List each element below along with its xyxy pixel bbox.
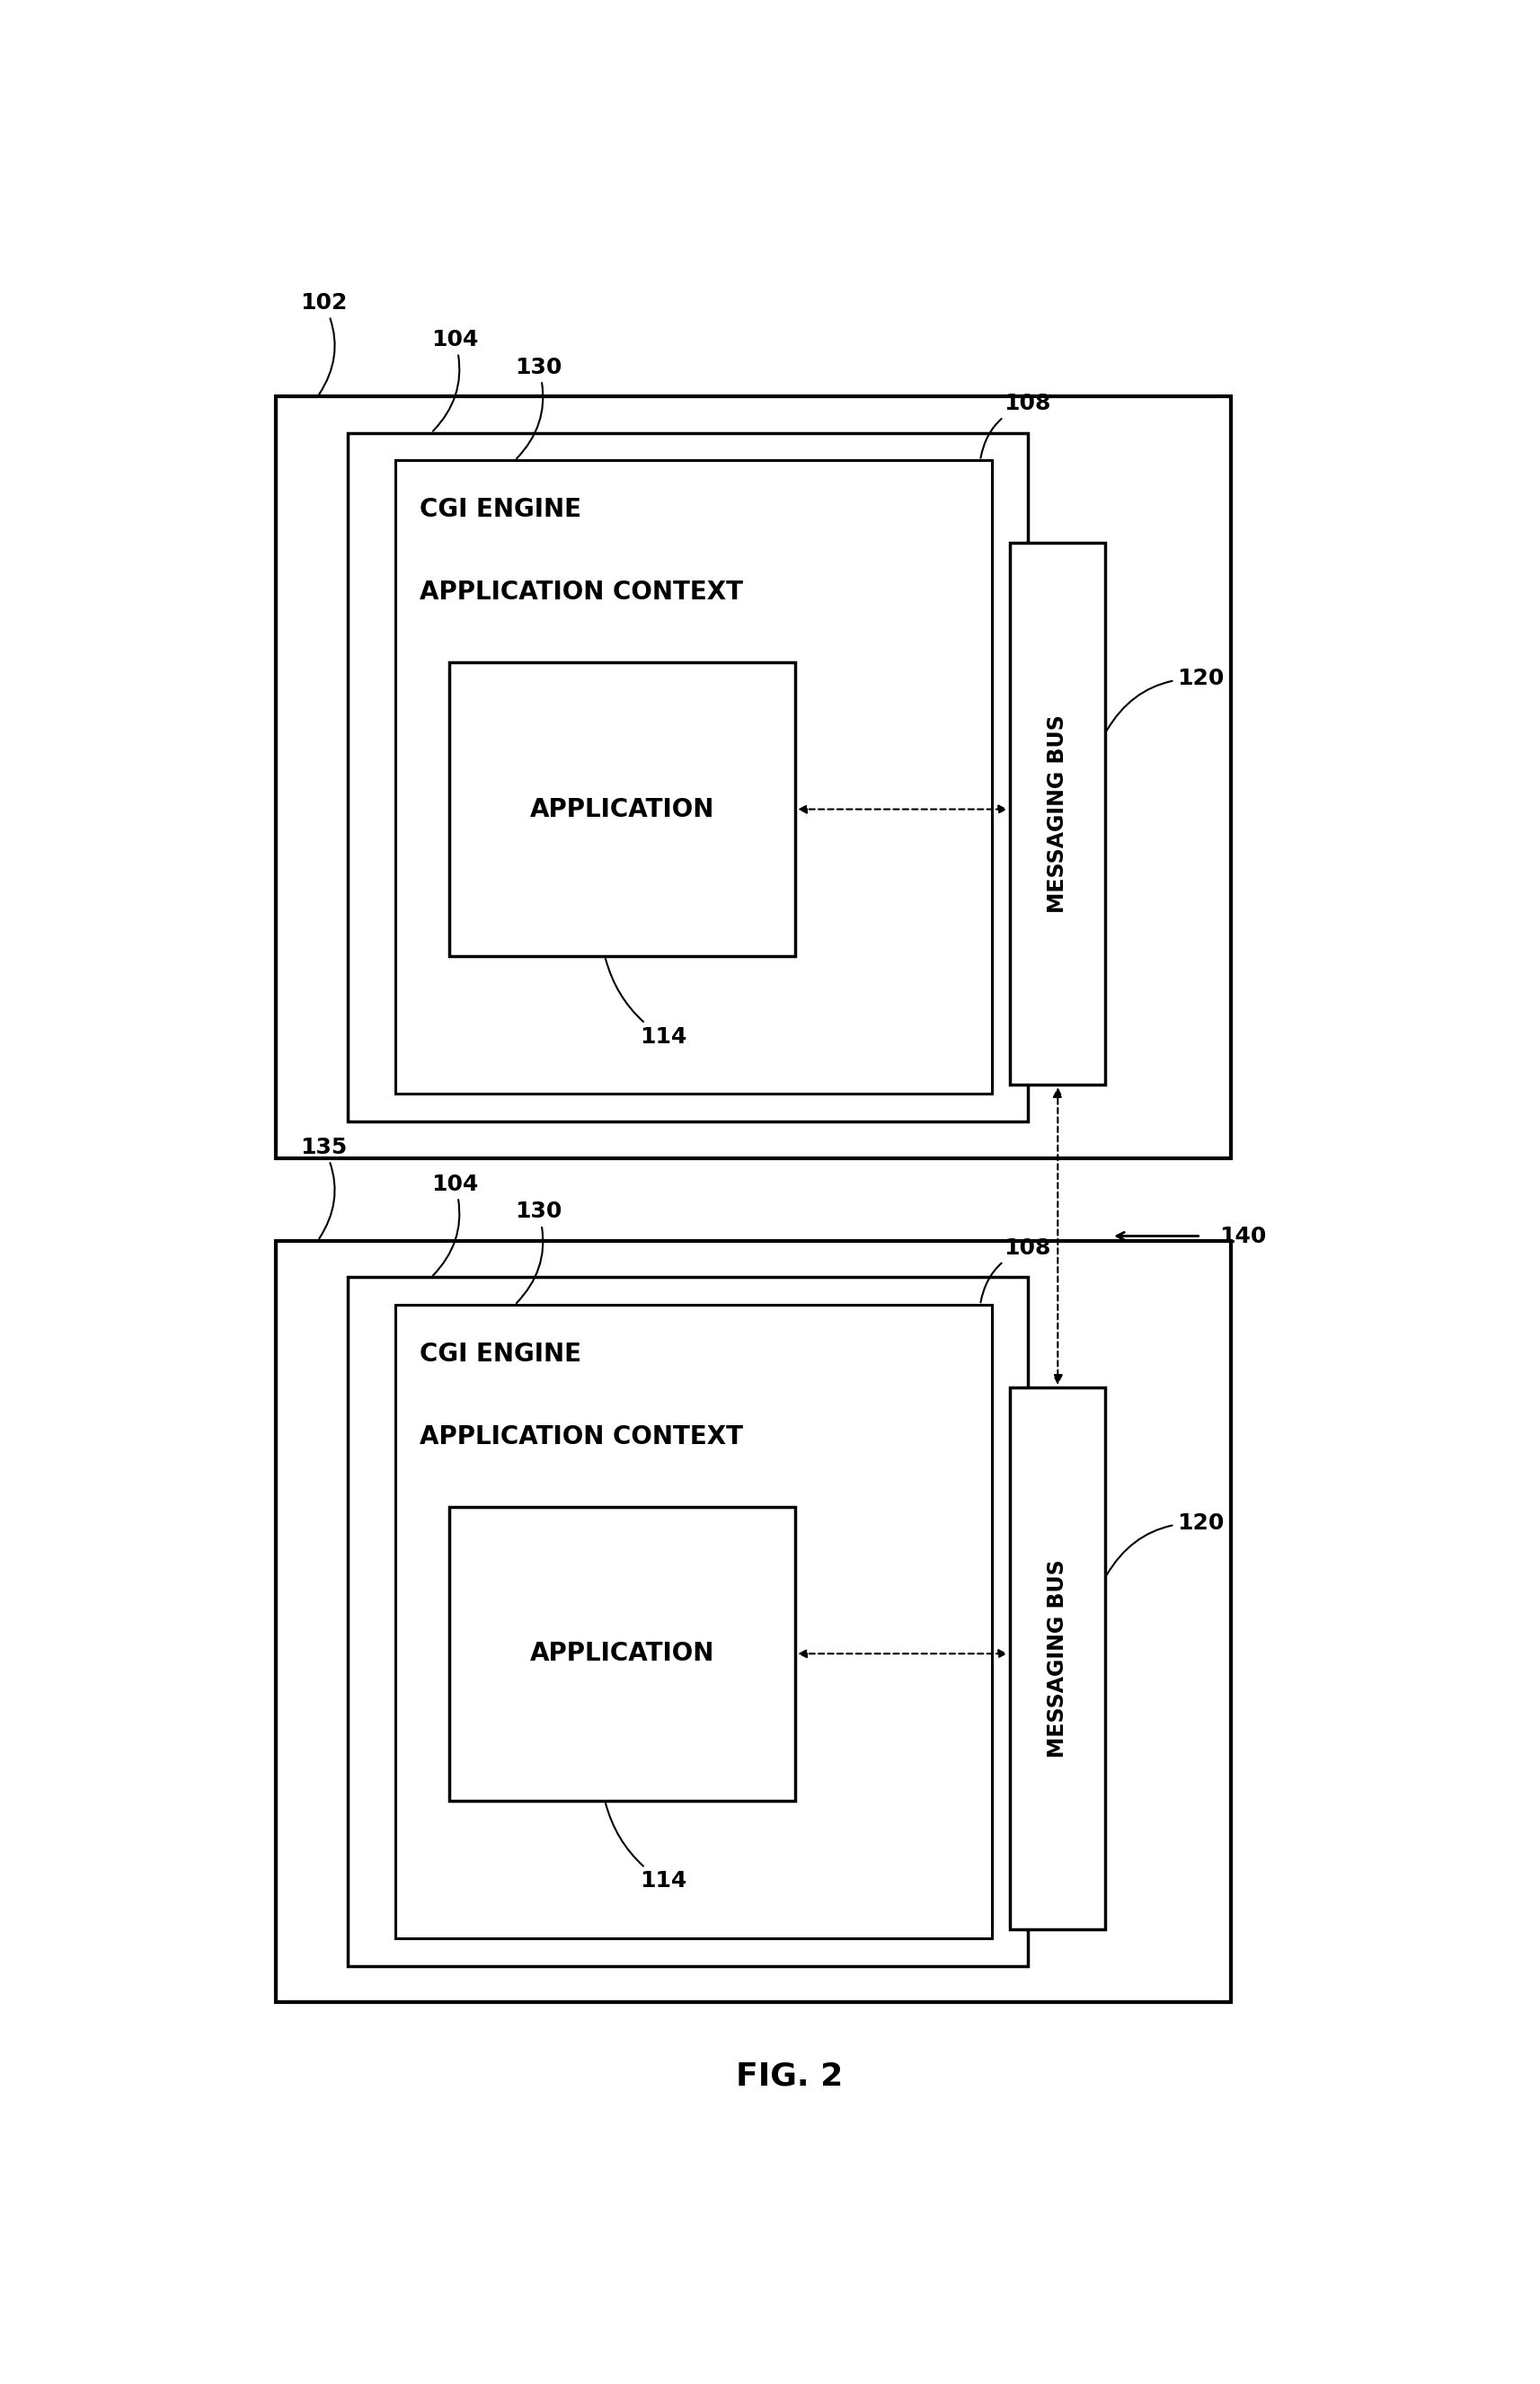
Bar — [396, 1304, 992, 1938]
Text: 102: 102 — [300, 293, 346, 393]
Text: APPLICATION CONTEXT: APPLICATION CONTEXT — [419, 579, 742, 606]
Text: APPLICATION CONTEXT: APPLICATION CONTEXT — [419, 1423, 742, 1449]
Text: 130: 130 — [514, 1202, 562, 1304]
Text: 108: 108 — [981, 393, 1052, 458]
Text: 108: 108 — [981, 1237, 1052, 1302]
Text: 104: 104 — [431, 1173, 479, 1275]
Bar — [276, 396, 1230, 1159]
Bar — [1010, 1387, 1106, 1929]
Text: APPLICATION: APPLICATION — [530, 796, 715, 822]
Bar — [1010, 544, 1106, 1085]
Text: 140: 140 — [1220, 1225, 1266, 1247]
Bar — [276, 1240, 1230, 2003]
Bar — [450, 1507, 795, 1800]
Text: 120: 120 — [1107, 1511, 1224, 1576]
Text: CGI ENGINE: CGI ENGINE — [419, 498, 581, 522]
Text: 130: 130 — [514, 355, 562, 458]
Text: MESSAGING BUS: MESSAGING BUS — [1047, 1559, 1069, 1757]
Text: 120: 120 — [1107, 668, 1224, 730]
Bar — [396, 460, 992, 1094]
Text: 114: 114 — [605, 958, 687, 1047]
Text: 135: 135 — [300, 1137, 346, 1240]
Text: 114: 114 — [605, 1802, 687, 1893]
Text: 104: 104 — [431, 329, 479, 432]
Bar — [450, 663, 795, 956]
Text: MESSAGING BUS: MESSAGING BUS — [1047, 715, 1069, 913]
Text: FIG. 2: FIG. 2 — [736, 2060, 842, 2091]
Bar — [348, 1278, 1029, 1967]
Bar — [348, 434, 1029, 1120]
Text: APPLICATION: APPLICATION — [530, 1640, 715, 1666]
Text: CGI ENGINE: CGI ENGINE — [419, 1342, 581, 1366]
